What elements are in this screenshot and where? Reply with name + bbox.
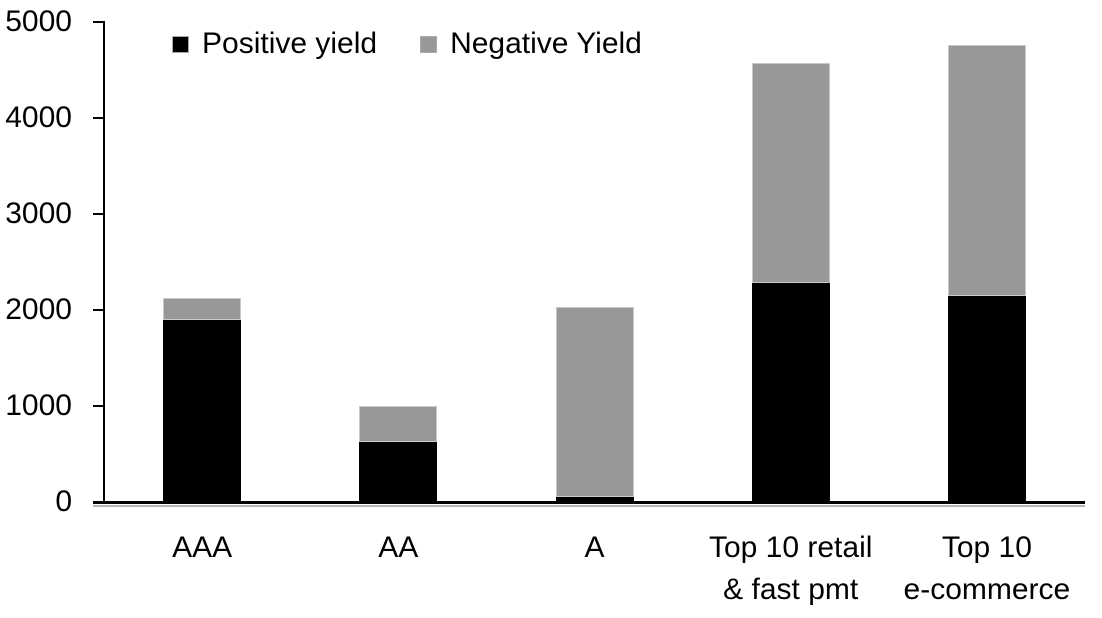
- bar-aa-positive-segment: [359, 442, 438, 502]
- legend-item-positive-yield: Positive yield: [172, 26, 377, 62]
- bar-a-positive-segment: [555, 497, 634, 502]
- chart-legend: Positive yield Negative Yield: [172, 26, 642, 62]
- y-axis-tick: [93, 405, 104, 407]
- category-label-top-10-e-commerce: Top 10 e-commerce: [877, 527, 1097, 611]
- bar-a-negative-segment: [555, 307, 634, 498]
- x-axis-line: [93, 501, 1085, 504]
- legend-label-positive-yield: Positive yield: [202, 27, 378, 60]
- y-axis-tick: [93, 309, 104, 311]
- y-axis-tick: [93, 21, 104, 23]
- y-axis-tick: [93, 117, 104, 119]
- bar-aaa-positive-segment: [163, 319, 242, 502]
- bar-aa-negative-segment: [359, 406, 438, 443]
- category-label-a: A: [485, 527, 705, 569]
- category-label-aaa: AAA: [92, 527, 312, 569]
- category-label-line: & fast pmt: [723, 573, 859, 606]
- y-axis-tick-label: 5000: [5, 5, 72, 38]
- y-axis-line: [103, 21, 105, 504]
- legend-swatch-positive-yield: [172, 35, 189, 53]
- bar-top-10-e-commerce-positive-segment: [947, 295, 1026, 502]
- category-label-top-10-retail-fast-pmt: Top 10 retail & fast pmt: [681, 527, 901, 611]
- category-label-line: e-commerce: [903, 573, 1071, 606]
- y-axis-tick-label: 3000: [5, 197, 72, 230]
- category-label-line: Top 10: [941, 531, 1032, 564]
- y-axis-tick-label: 0: [55, 485, 72, 518]
- legend-item-negative-yield: Negative Yield: [420, 26, 642, 62]
- y-axis-tick-label: 2000: [5, 293, 72, 326]
- y-axis-tick-label: 4000: [5, 101, 72, 134]
- category-label-line: AA: [378, 531, 419, 564]
- legend-swatch-negative-yield: [420, 35, 438, 53]
- x-axis-shadow-line: [93, 505, 1085, 507]
- category-label-line: AAA: [172, 531, 233, 564]
- y-axis-tick: [93, 213, 104, 215]
- bar-top-10-retail-fast-pmt-negative-segment: [751, 63, 830, 284]
- category-label-line: A: [584, 531, 605, 564]
- bar-aaa-negative-segment: [163, 298, 242, 320]
- bar-top-10-e-commerce-negative-segment: [947, 45, 1026, 296]
- category-label-line: Top 10 retail: [708, 531, 873, 564]
- y-axis-tick-label: 1000: [5, 389, 72, 422]
- bar-top-10-retail-fast-pmt-positive-segment: [751, 283, 830, 502]
- legend-label-negative-yield: Negative Yield: [450, 27, 642, 60]
- category-label-aa: AA: [288, 527, 508, 569]
